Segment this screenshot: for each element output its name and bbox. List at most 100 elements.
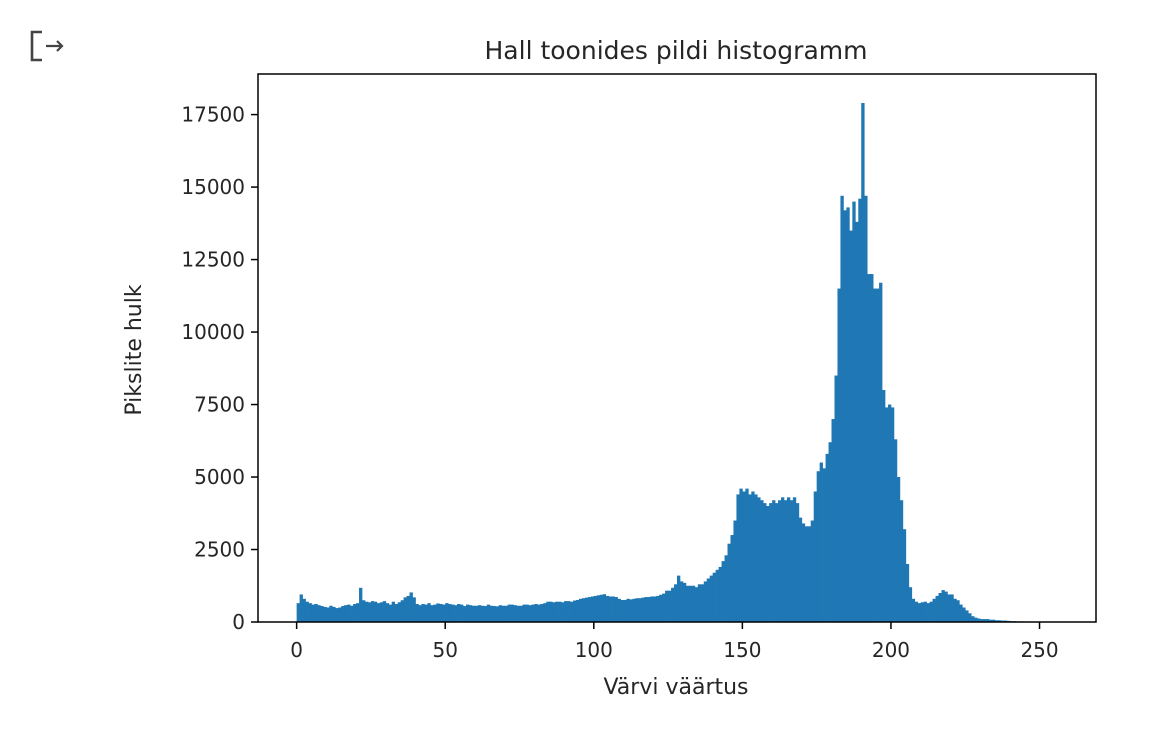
histogram-bar	[486, 604, 491, 622]
x-axis-ticks: 0 50 100 150 200 250	[290, 622, 1059, 662]
histogram-bar	[879, 282, 883, 622]
histogram-bar	[867, 274, 871, 622]
histogram-bar	[492, 606, 497, 622]
histogram-bar	[935, 595, 939, 622]
histogram-bar	[724, 555, 728, 622]
histogram-bar	[498, 605, 503, 622]
histogram-bar	[950, 594, 954, 622]
histogram-bar	[427, 603, 431, 622]
histogram-bar	[471, 605, 476, 622]
histogram-bar	[965, 610, 969, 622]
histogram-bar	[388, 604, 393, 622]
histogram-bar	[364, 601, 369, 622]
histogram-bar	[840, 195, 844, 622]
x-tick-label: 100	[575, 638, 613, 662]
histogram-bar	[929, 601, 933, 622]
histogram-bar	[537, 604, 541, 622]
histogram-bar	[858, 198, 862, 622]
histogram-bar	[882, 390, 886, 622]
histogram-bar	[602, 594, 607, 622]
histogram-bar	[834, 375, 838, 622]
histogram-bar	[855, 221, 859, 622]
histogram-bar	[804, 526, 809, 622]
histogram-bar	[899, 500, 904, 622]
histogram-bar	[781, 497, 785, 622]
histogram-bar	[974, 617, 978, 622]
histogram-bar	[638, 598, 642, 622]
histogram-bar	[468, 605, 473, 622]
histogram-bar	[587, 597, 592, 622]
histogram-bar	[769, 503, 773, 622]
histogram-bar	[635, 598, 639, 622]
histogram-bar	[766, 506, 770, 622]
histogram-bar	[986, 619, 990, 622]
histogram-bar	[968, 613, 972, 622]
histogram-bar	[908, 587, 913, 622]
histogram-bar	[751, 491, 755, 622]
histogram-bar	[662, 593, 666, 622]
histogram-bar	[356, 603, 360, 622]
histogram-bar	[513, 605, 517, 622]
histogram-bar	[581, 598, 586, 622]
histogram-bar	[564, 601, 568, 622]
output-arrow-icon	[30, 30, 64, 62]
histogram-bar	[674, 584, 678, 622]
histogram-bar	[376, 603, 381, 622]
histogram-bar	[843, 210, 847, 622]
histogram-bar	[697, 584, 702, 622]
histogram-bar	[816, 471, 820, 622]
histogram-bar	[326, 607, 330, 622]
histogram-bar	[905, 564, 910, 622]
histogram-bar	[953, 598, 957, 622]
histogram-bar	[837, 288, 841, 622]
histogram-bar	[448, 604, 452, 622]
histogram-bar	[659, 594, 663, 622]
histogram-bar	[367, 602, 372, 622]
histogram-bar	[338, 607, 342, 622]
histogram-bar	[902, 529, 907, 622]
histogram-bar	[941, 590, 945, 622]
histogram-bar	[825, 453, 829, 622]
x-tick-label: 250	[1020, 638, 1058, 662]
histogram-bar	[712, 572, 716, 622]
histogram-bar	[959, 604, 963, 622]
plot-frame	[257, 73, 1097, 623]
histogram-bar	[650, 596, 654, 622]
histogram-bar	[344, 605, 348, 622]
x-tick-label: 0	[290, 638, 303, 662]
histogram-bar	[801, 523, 806, 622]
histogram-bar	[876, 288, 880, 622]
histogram-bar	[474, 605, 479, 622]
histogram-bar	[403, 597, 407, 622]
histogram-bar	[730, 535, 734, 622]
histogram-bar	[605, 595, 609, 622]
histogram-bar	[341, 606, 345, 622]
histogram-bar	[454, 605, 458, 622]
histogram-bar	[409, 592, 413, 622]
histogram-bar	[457, 604, 461, 622]
histogram-bar	[332, 606, 336, 622]
histogram-bar	[620, 599, 624, 622]
histogram-bar	[641, 597, 645, 622]
chart-title: Hall toonides pildi histogramm	[485, 36, 868, 65]
histogram-bar	[483, 606, 488, 622]
y-axis-label: Pikslite hulk	[122, 284, 147, 415]
histogram-bar	[584, 597, 589, 622]
histogram-bar	[400, 600, 404, 622]
histogram-bar	[971, 616, 975, 622]
histogram-bar	[528, 605, 532, 622]
histogram-bar	[350, 605, 354, 622]
histogram-bar	[385, 603, 390, 622]
x-tick-label: 50	[432, 638, 457, 662]
histogram-bar	[786, 497, 791, 622]
histogram-bar	[439, 604, 443, 622]
y-tick-label: 7500	[194, 393, 245, 417]
histogram-bar	[522, 604, 526, 622]
histogram-bar	[370, 601, 375, 622]
histogram-bar	[748, 494, 752, 622]
histogram-bar	[962, 607, 966, 622]
histogram-bar	[317, 605, 321, 622]
histogram-bar	[320, 606, 324, 622]
histogram-bar	[593, 595, 598, 622]
